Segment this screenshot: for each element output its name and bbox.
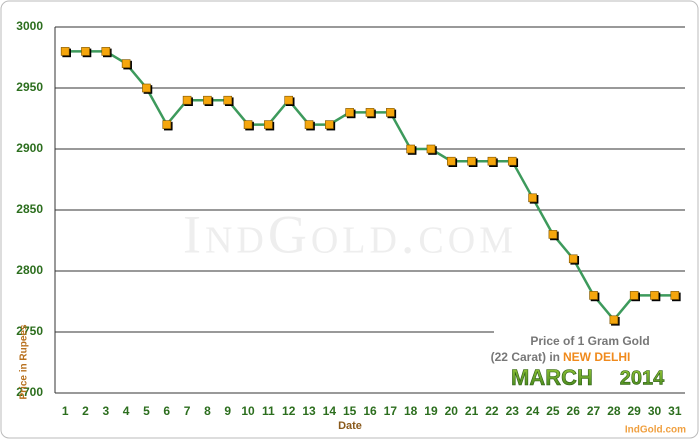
marker	[345, 108, 354, 117]
x-tick-label: 8	[204, 404, 211, 418]
x-tick-label: 4	[123, 404, 130, 418]
marker	[121, 59, 131, 68]
marker	[528, 193, 537, 203]
x-tick-label: 16	[363, 404, 377, 418]
x-tick-label: 3	[102, 404, 109, 418]
info-location: NEW DELHI	[563, 350, 630, 364]
y-tick-label: 2950	[16, 80, 43, 94]
y-tick-label: 3000	[16, 19, 43, 33]
marker	[629, 291, 639, 300]
x-tick-label: 29	[628, 404, 642, 418]
marker	[101, 47, 111, 56]
x-tick-label: 1	[62, 404, 69, 418]
marker	[223, 95, 233, 105]
marker	[589, 291, 598, 300]
marker	[609, 315, 619, 325]
x-axis-title: Date	[338, 420, 362, 432]
y-tick-label: 2750	[16, 324, 43, 338]
x-tick-label: 10	[241, 404, 255, 418]
x-tick-label: 5	[143, 404, 150, 418]
x-tick-label: 9	[224, 404, 231, 418]
x-tick-label: 15	[343, 404, 357, 418]
marker	[142, 83, 151, 93]
x-tick-label: 25	[546, 404, 560, 418]
y-tick-label: 2900	[16, 141, 43, 155]
marker	[162, 120, 172, 129]
marker	[243, 120, 253, 129]
x-tick-label: 2	[82, 404, 89, 418]
marker	[182, 95, 192, 105]
info-line1: Price of 1 Gram Gold	[530, 334, 649, 348]
marker	[670, 291, 680, 300]
y-tick-label: 2800	[16, 263, 43, 277]
x-tick-label: 12	[282, 404, 296, 418]
marker	[487, 156, 497, 166]
x-tick-label: 23	[506, 404, 520, 418]
x-tick-label: 14	[323, 404, 337, 418]
x-tick-label: 7	[184, 404, 191, 418]
x-tick-label: 24	[526, 404, 540, 418]
y-axis-title: Price in Rupees	[19, 324, 30, 399]
x-tick-label: 30	[648, 404, 662, 418]
marker	[60, 47, 70, 56]
x-tick-label: 31	[668, 404, 682, 418]
marker	[81, 47, 90, 56]
marker	[446, 156, 456, 166]
marker	[365, 108, 375, 117]
y-tick-label: 2850	[16, 202, 43, 216]
x-tick-label: 13	[302, 404, 316, 418]
x-tick-label: 27	[587, 404, 601, 418]
marker	[264, 120, 273, 129]
marker	[386, 108, 395, 117]
marker	[507, 156, 517, 166]
marker	[406, 144, 415, 154]
x-tick-label: 19	[424, 404, 438, 418]
marker	[304, 120, 314, 129]
marker	[548, 230, 558, 239]
credit: IndGold.com	[625, 425, 686, 436]
info-box	[494, 328, 688, 392]
marker	[650, 291, 659, 300]
x-tick-label: 20	[445, 404, 459, 418]
marker	[325, 120, 334, 129]
marker	[284, 95, 294, 105]
info-line2: (22 Carat) in	[491, 350, 560, 364]
y-tick-label: 2700	[16, 385, 43, 399]
x-tick-label: 22	[485, 404, 499, 418]
marker	[426, 144, 436, 154]
marker	[467, 156, 476, 166]
info-year: 2014	[620, 367, 665, 389]
marker	[568, 254, 578, 264]
x-tick-label: 17	[384, 404, 398, 418]
x-tick-label: 6	[163, 404, 170, 418]
marker	[203, 95, 212, 105]
x-tick-label: 26	[567, 404, 581, 418]
x-tick-label: 21	[465, 404, 479, 418]
x-tick-label: 18	[404, 404, 418, 418]
x-tick-label: 28	[607, 404, 621, 418]
info-month: MARCH	[511, 365, 593, 390]
watermark: IndGold.com	[183, 204, 517, 264]
x-tick-label: 11	[262, 404, 275, 418]
